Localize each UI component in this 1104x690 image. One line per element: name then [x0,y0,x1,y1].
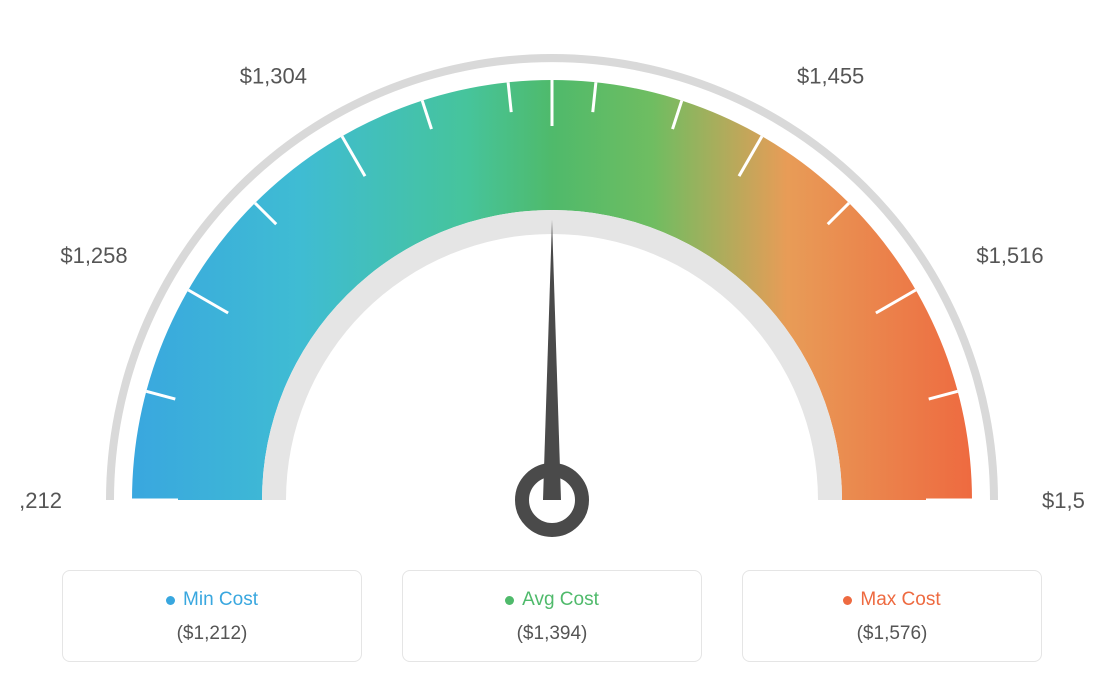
legend-label-min: Min Cost [183,589,258,611]
gauge-area: $1,212$1,258$1,304$1,394$1,455$1,516$1,5… [20,20,1084,560]
legend-value-max: ($1,576) [753,623,1031,645]
gauge-tick-label: $1,258 [60,243,127,268]
legend-title-max: Max Cost [753,589,1031,611]
legend-card-max: Max Cost ($1,576) [742,570,1042,662]
legend-card-avg: Avg Cost ($1,394) [402,570,702,662]
gauge-tick-label: $1,455 [797,64,864,89]
legend-title-avg: Avg Cost [413,589,691,611]
gauge-tick-label: $1,576 [1042,488,1084,513]
gauge-tick-label: $1,212 [20,488,62,513]
legend-dot-max [843,596,852,605]
gauge-svg: $1,212$1,258$1,304$1,394$1,455$1,516$1,5… [20,20,1084,560]
legend-dot-min [166,596,175,605]
gauge-needle [543,220,561,500]
legend-label-max: Max Cost [860,589,940,611]
legend-label-avg: Avg Cost [522,589,599,611]
cost-gauge-chart: $1,212$1,258$1,304$1,394$1,455$1,516$1,5… [0,0,1104,690]
legend-row: Min Cost ($1,212) Avg Cost ($1,394) Max … [20,570,1084,662]
legend-value-avg: ($1,394) [413,623,691,645]
legend-title-min: Min Cost [73,589,351,611]
legend-value-min: ($1,212) [73,623,351,645]
legend-dot-avg [505,596,514,605]
gauge-tick-label: $1,304 [240,64,307,89]
gauge-tick-label: $1,516 [976,243,1043,268]
legend-card-min: Min Cost ($1,212) [62,570,362,662]
